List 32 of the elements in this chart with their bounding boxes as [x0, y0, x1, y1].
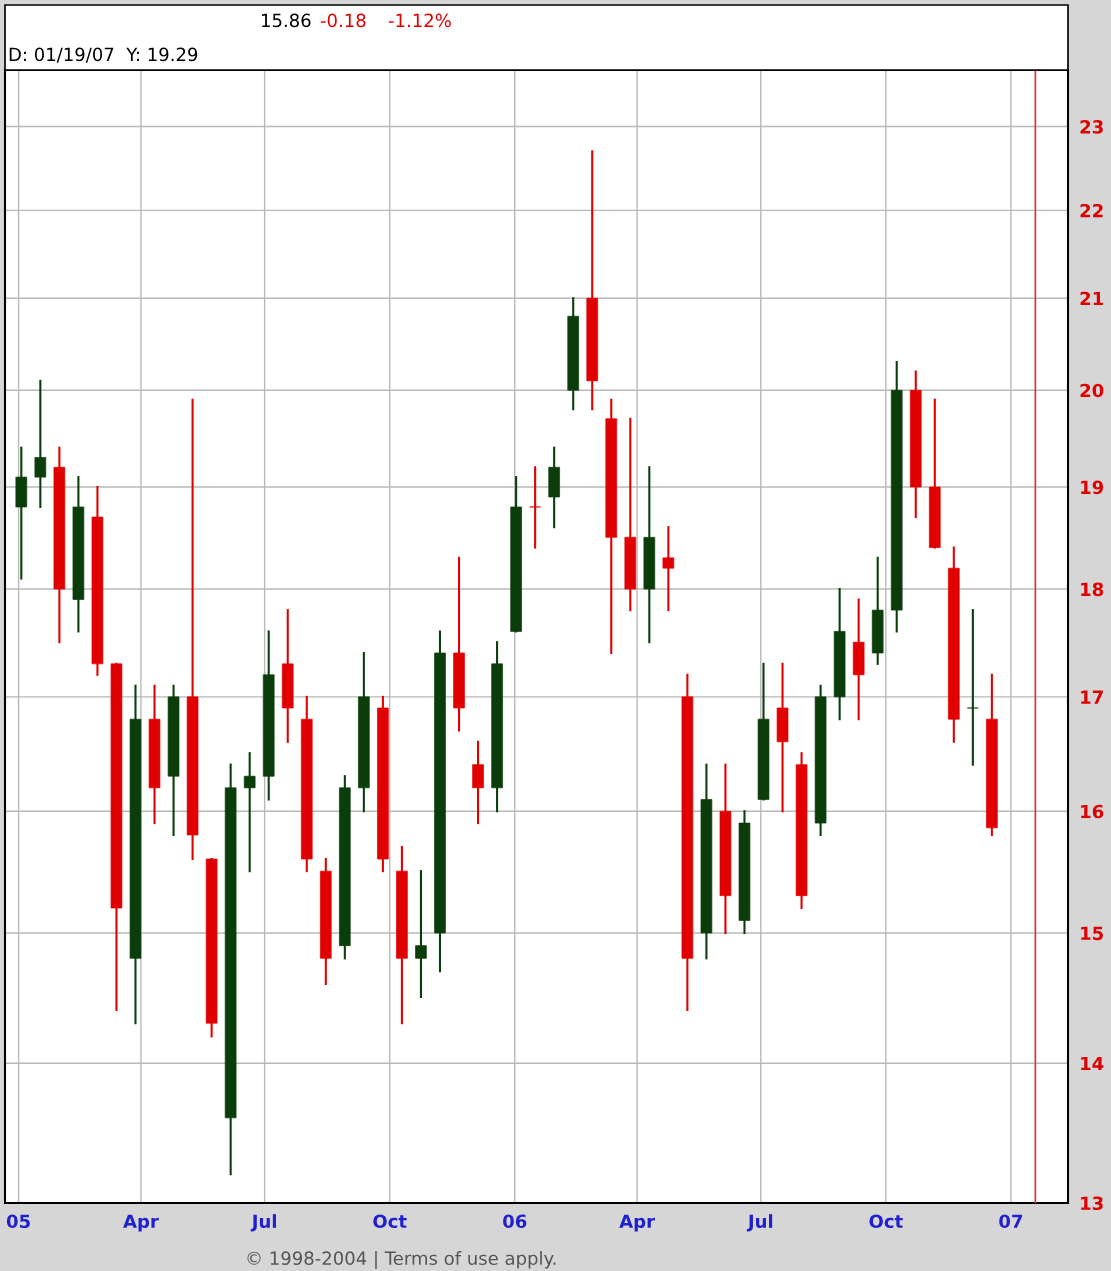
y-tick-label: 20: [1080, 383, 1104, 398]
y-tick-label: 23: [1080, 120, 1103, 134]
y-tick-label: 19: [1081, 480, 1104, 495]
x-tick-label: Apr: [619, 1214, 655, 1232]
candlestick: [967, 609, 979, 766]
x-tick-label: Apr: [123, 1214, 159, 1232]
y-tick-label: 16: [1081, 804, 1104, 819]
x-tick-label: 07: [999, 1214, 1023, 1229]
x-tick-label: 05: [6, 1214, 30, 1229]
candlestick: [662, 526, 675, 612]
y-tick-label: 13: [1081, 1196, 1103, 1211]
candlestick: [415, 870, 427, 999]
x-tick-label: 06: [503, 1214, 527, 1229]
candlestick: [472, 740, 484, 825]
y-tick-label: 17: [1081, 690, 1103, 704]
y-tick-label: 14: [1081, 1056, 1104, 1071]
x-tick-label: Oct: [869, 1214, 903, 1229]
candlestick: [34, 379, 47, 509]
x-tick-label: Jul: [250, 1214, 276, 1232]
y-tick-label: 21: [1080, 291, 1103, 306]
text: -1.12%: [388, 13, 451, 28]
text: © 1998-2004 | Terms of use apply.: [247, 1250, 556, 1270]
text: 15.86: [261, 13, 311, 28]
x-tick-label: Jul: [746, 1214, 773, 1232]
text: D: 01/19/07 Y: 19.29: [9, 47, 198, 63]
x-tick-label: Oct: [373, 1214, 407, 1229]
y-tick-label: 22: [1080, 203, 1103, 218]
y-tick-label: 15: [1081, 926, 1103, 941]
candlestick: [529, 466, 541, 549]
text: -0.18: [320, 13, 366, 28]
candlestick: [243, 752, 256, 873]
y-tick-label: 18: [1081, 582, 1104, 597]
